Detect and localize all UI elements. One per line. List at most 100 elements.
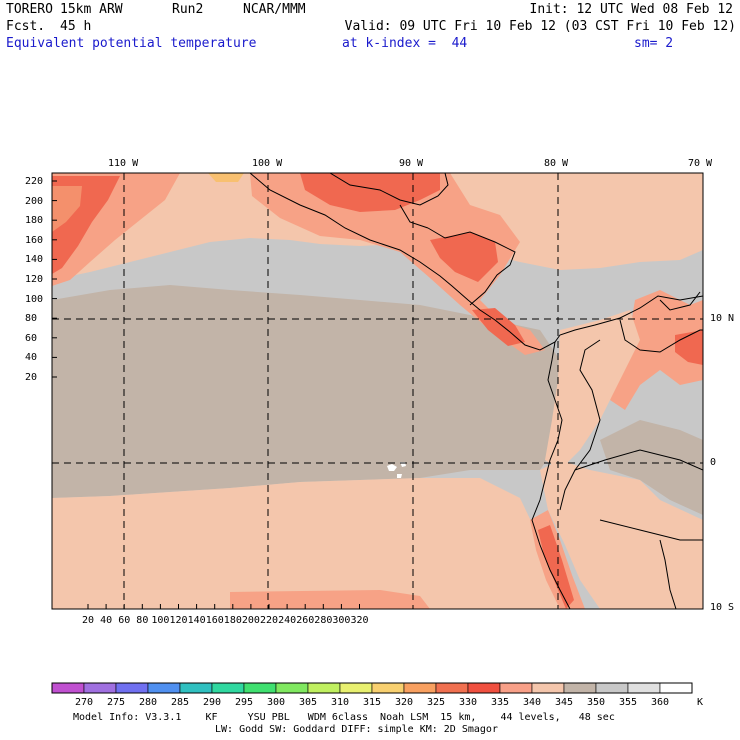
colorbar-swatch: [115, 682, 149, 694]
model-info: Model Info: V3.3.1 KF YSU PBL WDM 6class…: [73, 712, 615, 723]
x-tick-label: 240: [278, 615, 297, 626]
y-tick-label: 200: [25, 195, 44, 207]
contour-340-peru: [540, 460, 703, 609]
colorbar-label: 295: [235, 697, 254, 708]
lat-label-10n: 10 N: [710, 313, 735, 324]
colorbar-swatch: [531, 682, 565, 694]
x-tick-marks: [87, 604, 360, 609]
colorbar-label: 300: [267, 697, 286, 708]
colorbar-swatch: [371, 682, 405, 694]
contour-325-northwest: [52, 186, 82, 232]
init-time: Init: 12 UTC Wed 08 Feb 12: [529, 2, 734, 17]
y-tick-label: 60: [25, 332, 38, 344]
colorbar-swatch: [147, 682, 181, 694]
lon-label-90w: 90 W: [399, 158, 424, 169]
coastlines: [249, 173, 703, 609]
y-tick-marks: [52, 180, 57, 378]
colorbar-label: 330: [459, 697, 478, 708]
valid-time: Valid: 09 UTC Fri 10 Feb 12 (03 CST Fri …: [344, 19, 736, 34]
theta-e-field: [52, 173, 703, 609]
colorbar-frame: [51, 682, 693, 694]
colorbar-label: 350: [587, 697, 606, 708]
x-tick-label: 140: [187, 615, 206, 626]
contour-330-central-america: [300, 173, 440, 212]
colorbar: [51, 682, 693, 694]
lon-label-100w: 100 W: [252, 158, 283, 169]
colorbar-label: 275: [107, 697, 126, 708]
x-tick-label: 100: [151, 615, 170, 626]
colorbar-swatch: [595, 682, 629, 694]
y-tick-label: 80: [25, 313, 38, 325]
colorbar-label: 280: [139, 697, 158, 708]
y-tick-label: 180: [25, 215, 44, 227]
x-tick-label: 40: [100, 615, 113, 626]
forecast-hour: 45 h: [60, 19, 92, 34]
lon-label-110w: 110 W: [108, 158, 139, 169]
colorbar-swatch: [659, 682, 693, 694]
map-frame: [51, 172, 704, 610]
model-name: TORERO: [6, 2, 53, 17]
colorbar-swatch: [211, 682, 245, 694]
y-tick-label: 120: [25, 274, 44, 285]
contour-330-costa-rica: [472, 308, 525, 346]
contour-335-south: [230, 590, 430, 609]
graticule: [52, 173, 703, 609]
y-tick-label: 40: [25, 352, 38, 364]
x-tick-label: 320: [350, 615, 369, 626]
colorbar-swatch: [243, 682, 277, 694]
lon-label-80w: 80 W: [544, 158, 569, 169]
x-tick-label: 280: [314, 615, 333, 626]
colorbar-swatch: [307, 682, 341, 694]
lon-label-70w: 70 W: [688, 158, 713, 169]
y-tick-label: 160: [25, 234, 44, 246]
x-tick-label: 260: [296, 615, 315, 626]
lat-label-10s: 10 S: [710, 602, 735, 613]
colorbar-swatch: [467, 682, 501, 694]
colorbar-label: 315: [363, 697, 382, 708]
level-label: at k-index = 44: [342, 36, 468, 51]
y-tick-label: 220: [25, 176, 44, 187]
colorbar-label: 310: [331, 697, 350, 708]
colorbar-label: 335: [491, 697, 510, 708]
colorbar-label: 270: [75, 697, 94, 708]
x-tick-label: 220: [260, 615, 279, 626]
colorbar-label: 290: [203, 697, 222, 708]
colorbar-swatch: [51, 682, 85, 694]
y-tick-label: 140: [25, 254, 44, 266]
colorbar-label: 345: [555, 697, 574, 708]
colorbar-swatch: [499, 682, 533, 694]
colorbar-swatch: [83, 682, 117, 694]
field-title: Equivalent potential temperature: [6, 36, 257, 51]
colorbar-label: 340: [523, 697, 542, 708]
y-tick-label: 20: [25, 372, 38, 383]
contour-335-central-america: [250, 173, 545, 355]
x-tick-label: 200: [241, 615, 260, 626]
contour-320-north: [208, 173, 244, 182]
x-tick-label: 80: [136, 615, 149, 626]
physics-info: LW: Godd SW: Goddard DIFF: simple KM: 2D…: [215, 724, 498, 735]
x-tick-label: 20: [82, 615, 95, 626]
forecast-label: Fcst.: [6, 19, 46, 34]
model-resolution: 15km ARW: [60, 2, 123, 17]
colorbar-label: 355: [619, 697, 638, 708]
colorbar-label: 285: [171, 697, 190, 708]
colorbar-label: 325: [427, 697, 446, 708]
x-tick-label: 180: [223, 615, 242, 626]
org-label: NCAR/MMM: [243, 2, 306, 17]
lat-label-equator: 0: [710, 457, 717, 468]
colorbar-label: 305: [299, 697, 318, 708]
contour-340-south: [52, 478, 580, 609]
colorbar-swatch: [179, 682, 213, 694]
contour-345-amazon: [600, 420, 703, 515]
smoothing-label: sm= 2: [634, 36, 674, 51]
colorbar-swatch: [435, 682, 469, 694]
contour-330-honduras: [430, 232, 498, 282]
contour-330-andes: [538, 525, 574, 609]
colorbar-swatch: [563, 682, 597, 694]
galapagos-islands: [387, 462, 406, 478]
colorbar-swatch: [339, 682, 373, 694]
colorbar-label: 320: [395, 697, 414, 708]
run-label: Run2: [172, 2, 204, 17]
colorbar-unit: K: [697, 697, 704, 708]
